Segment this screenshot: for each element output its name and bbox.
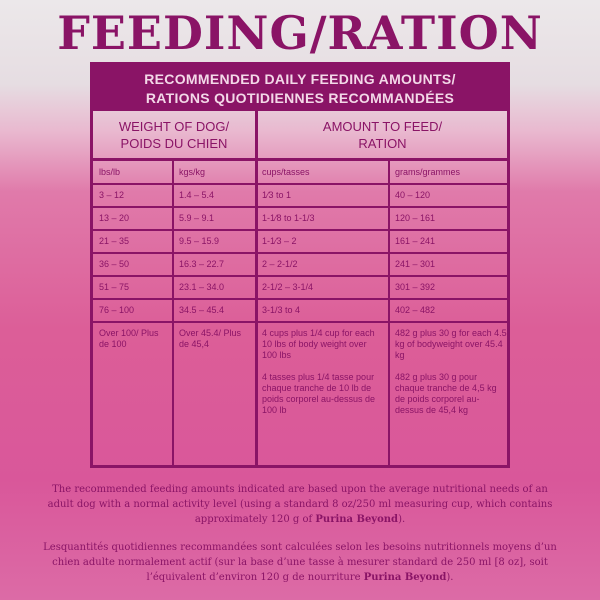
table-cell-cups: 2 – 2-1/2 [262,259,298,269]
table-cell-lbs: 3 – 12 [99,190,125,200]
amount-header-line-2: RATION [358,136,407,151]
table-cell-kgs: 34.5 – 45.4 [179,305,225,315]
table-cell-cups: 3-1/3 to 4 [262,305,301,315]
table-cell-lbs: 76 – 100 [99,305,135,315]
table-cell-grams: 402 – 482 [395,305,436,315]
weight-group-header: WEIGHT OF DOG/ POIDS DU CHIEN [93,118,255,152]
table-cell-grams: 161 – 241 [395,236,436,246]
row-divider [93,229,507,231]
last-row-grams-en: 482 g plus 30 g for each 4.5 kg of bodyw… [395,328,507,360]
row-divider [93,206,507,208]
table-cell-lbs: 36 – 50 [99,259,130,269]
table-cell-lbs: 21 – 35 [99,236,130,246]
table-cell-cups: 2-1/2 – 3-1/4 [262,282,314,292]
row-divider [93,321,507,323]
last-row-lbs: Over 100/ Plus de 100 [99,328,159,349]
table-cell-grams: 241 – 301 [395,259,436,269]
table-cell-kgs: 1.4 – 5.4 [179,190,215,200]
table-cell-lbs: 13 – 20 [99,213,130,223]
row-divider [93,275,507,277]
weight-header-line-2: POIDS DU CHIEN [120,136,228,151]
last-row-grams-fr: 482 g plus 30 g pour chaque tranche de 4… [395,372,497,415]
table-cell-grams: 120 – 161 [395,213,436,223]
column-divider [388,158,390,466]
table-cell-grams: 40 – 120 [395,190,431,200]
column-header-grams: grams/grammes [395,167,461,177]
page-title: FEEDING/RATION [57,6,543,60]
table-cell-kgs: 9.5 – 15.9 [179,236,220,246]
weight-header-line-1: WEIGHT OF DOG/ [118,119,230,134]
row-divider [93,252,507,254]
column-header-kgs: kgs/kg [179,167,206,177]
table-cell-grams: 301 – 392 [395,282,436,292]
band-line-2: RATIONS QUOTIDIENNES RECOMMANDÉES [145,90,455,106]
row-divider [93,158,507,161]
band-line-1: RECOMMENDED DAILY FEEDING AMOUNTS/ [144,71,456,87]
row-divider [93,298,507,300]
table-cell-cups: 1⁄3 to 1 [262,190,292,200]
amount-group-header: AMOUNT TO FEED/ RATION [258,118,507,152]
note-english: The recommended feeding amounts indicate… [47,484,553,525]
last-row-cups-en: 4 cups plus 1/4 cup for each 10 lbs of b… [262,328,375,360]
column-header-cups: cups/tasses [262,167,310,177]
amount-header-line-1: AMOUNT TO FEED/ [322,119,443,134]
row-divider [93,183,507,185]
feeding-table: RECOMMENDED DAILY FEEDING AMOUNTS/ RATIO… [90,62,510,468]
table-cell-kgs: 23.1 – 34.0 [179,282,225,292]
last-row-kgs: Over 45.4/ Plus de 45,4 [179,328,242,349]
table-cell-cups: 1-1⁄8 to 1-1/3 [262,213,315,223]
column-header-lbs: lbs/lb [99,167,121,177]
table-cell-lbs: 51 – 75 [99,282,130,292]
note-french: Lesquantités quotidiennes recommandées s… [43,542,557,583]
column-divider [255,111,258,466]
table-cell-kgs: 16.3 – 22.7 [179,259,225,269]
table-header-band: RECOMMENDED DAILY FEEDING AMOUNTS/ RATIO… [93,65,507,111]
table-cell-kgs: 5.9 – 9.1 [179,213,215,223]
column-divider [172,158,174,466]
table-cell-cups: 1-1⁄3 – 2 [262,236,297,246]
last-row-cups-fr: 4 tasses plus 1/4 tasse pour chaque tran… [262,372,376,415]
